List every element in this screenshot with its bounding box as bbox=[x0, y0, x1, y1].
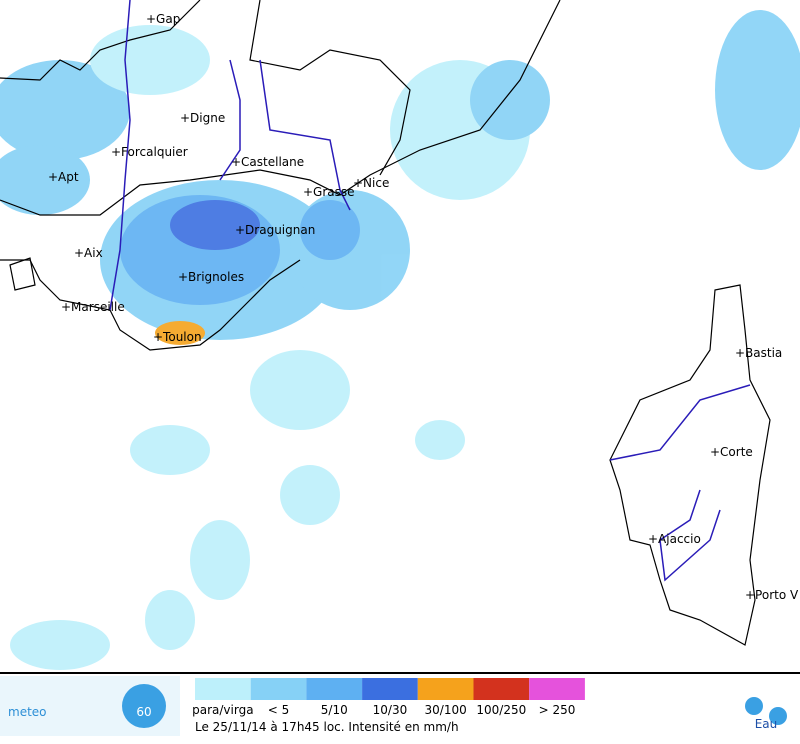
city-label: +Grasse bbox=[303, 185, 355, 199]
city-label: +Castellane bbox=[231, 155, 304, 169]
logo-number: 60 bbox=[136, 705, 151, 719]
partner-name: Eau bbox=[755, 717, 778, 731]
legend-swatch bbox=[362, 678, 418, 700]
city-label: +Ajaccio bbox=[648, 532, 701, 546]
legend-label: > 250 bbox=[539, 703, 576, 717]
logo-word: meteo bbox=[8, 705, 47, 719]
legend-label: 100/250 bbox=[476, 703, 526, 717]
city-label: +Corte bbox=[710, 445, 753, 459]
city-label: +Nice bbox=[353, 176, 389, 190]
city-labels: +Gap +Digne +Forcalquier +Castellane +Ap… bbox=[48, 12, 799, 602]
legend: para/virga < 5 5/10 10/30 30/100 100/250 > 250 bbox=[192, 678, 585, 717]
city-label: +Forcalquier bbox=[111, 145, 188, 159]
legend-label: 30/100 bbox=[425, 703, 467, 717]
city-label: +Toulon bbox=[153, 330, 202, 344]
city-label: +Gap bbox=[146, 12, 180, 26]
legend-label: 5/10 bbox=[321, 703, 348, 717]
caption: Le 25/11/14 à 17h45 loc. Intensité en mm… bbox=[195, 720, 459, 734]
city-label: +Bastia bbox=[735, 346, 782, 360]
city-label: +Aix bbox=[74, 246, 103, 260]
legend-swatch bbox=[195, 678, 251, 700]
city-label: +Apt bbox=[48, 170, 79, 184]
legend-swatch bbox=[473, 678, 530, 700]
legend-label: < 5 bbox=[268, 703, 290, 717]
precipitation bbox=[0, 10, 800, 670]
legend-label: para/virga bbox=[192, 703, 253, 717]
departement-lines bbox=[109, 0, 751, 582]
borders bbox=[0, 0, 771, 646]
legend-swatch bbox=[529, 678, 585, 700]
city-label: +Porto V bbox=[745, 588, 799, 602]
city-label: +Draguignan bbox=[235, 223, 315, 237]
logo-circle bbox=[122, 684, 166, 728]
city-label: +Brignoles bbox=[178, 270, 244, 284]
city-label: +Digne bbox=[180, 111, 225, 125]
legend-swatch bbox=[417, 678, 474, 700]
legend-swatch bbox=[250, 678, 307, 700]
legend-swatch bbox=[306, 678, 363, 700]
partner-logo bbox=[745, 697, 763, 715]
legend-label: 10/30 bbox=[373, 703, 408, 717]
city-label: +Marseille bbox=[61, 300, 125, 314]
partner-logo bbox=[769, 707, 787, 725]
